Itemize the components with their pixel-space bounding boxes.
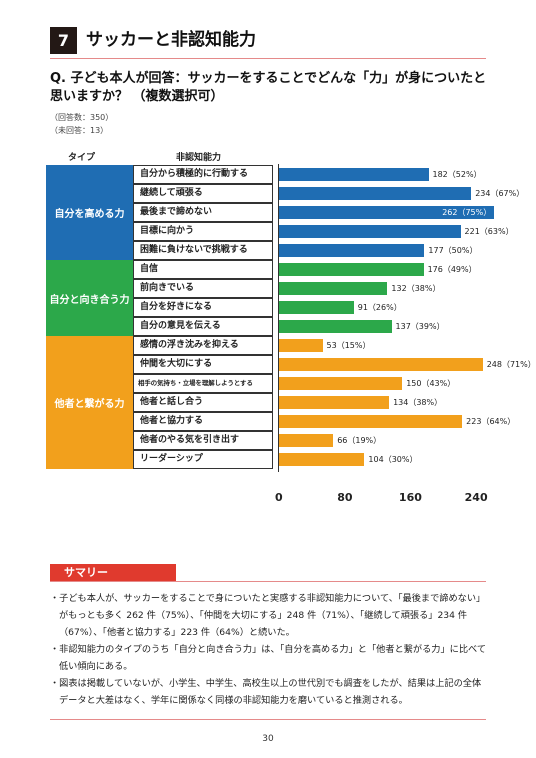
page-number: 30 — [262, 734, 274, 744]
type-group-label: 自分を高める力 — [46, 165, 133, 260]
bar-value-label: 134（38%） — [393, 398, 443, 407]
respondent-count: （回答数：350） — [50, 113, 114, 122]
x-axis-line — [278, 164, 279, 472]
summary-heading: サマリー — [50, 564, 176, 581]
bar — [279, 453, 365, 466]
bar-value-label: 182（52%） — [432, 170, 482, 179]
bar-value-label: 137（39%） — [395, 322, 445, 331]
bar-value-label: 53（15%） — [326, 341, 371, 350]
bar — [279, 168, 429, 181]
ability-label: 継続して頑張る — [133, 184, 273, 203]
ability-label: 自信 — [133, 260, 273, 279]
section-divider — [50, 58, 486, 59]
bar — [279, 225, 461, 238]
question-text: Q. 子ども本人が回答：サッカーをすることでどんな「力」が身についたと思いますか… — [50, 71, 487, 104]
bar — [279, 339, 323, 352]
ability-label: 自分の意見を伝える — [133, 317, 273, 336]
ability-label: 目標に向かう — [133, 222, 273, 241]
bar — [279, 434, 334, 447]
bar-value-label: 248（71%） — [486, 360, 536, 369]
bar — [279, 206, 495, 219]
no-answer-count: （未回答：13） — [50, 126, 109, 135]
summary-divider — [50, 581, 486, 582]
section-title: サッカーと非認知能力 — [86, 30, 256, 50]
bar-value-label: 223（64%） — [466, 417, 516, 426]
bar — [279, 377, 403, 390]
ability-label: 困難に負けないで挑戦する — [133, 241, 273, 260]
ability-label: 仲間を大切にする — [133, 355, 273, 374]
ability-label: 自分を好きになる — [133, 298, 273, 317]
type-group-label: 自分と向き合う力 — [46, 260, 133, 336]
bar — [279, 244, 425, 257]
x-tick-label: 0 — [275, 491, 283, 504]
summary-bullet: ・非認知能力のタイプのうち「自分と向き合う力」は、「自分を高める力」と「他者と繋… — [50, 644, 487, 672]
bar-value-label: 177（50%） — [428, 246, 478, 255]
ability-label: 感情の浮き沈みを抑える — [133, 336, 273, 355]
x-tick-label: 80 — [337, 491, 353, 504]
bar — [279, 263, 424, 276]
bar — [279, 415, 463, 428]
bar-value-label: 104（30%） — [368, 455, 418, 464]
ability-label: 他者と話し合う — [133, 393, 273, 412]
bar — [279, 301, 354, 314]
bar-value-label: 221（63%） — [464, 227, 514, 236]
type-group-label: 他者と繋がる力 — [46, 336, 133, 469]
ability-label: 最後まで諦めない — [133, 203, 273, 222]
bar — [279, 396, 390, 409]
type-header: タイプ — [68, 153, 96, 163]
x-tick-label: 160 — [398, 491, 422, 504]
ability-label: 相手の気持ち・立場を理解しようとする — [133, 374, 273, 393]
bar — [279, 320, 392, 333]
summary-bullet: ・図表は掲載していないが、小学生、中学生、高校生以上の世代別でも調査をしたが、結… — [50, 678, 482, 706]
ability-label: 他者のやる気を引き出す — [133, 431, 273, 450]
bar-value-label: 132（38%） — [391, 284, 441, 293]
bar-value-label: 91（26%） — [357, 303, 402, 312]
footer-divider — [50, 719, 486, 720]
section-number: 7 — [50, 27, 77, 54]
bar — [279, 358, 483, 371]
ability-label: 前向きでいる — [133, 279, 273, 298]
x-tick-label: 240 — [464, 491, 488, 504]
bar-value-label: 176（49%） — [427, 265, 477, 274]
ability-label: 他者と協力する — [133, 412, 273, 431]
summary-bullet: ・子ども本人が、サッカーをすることで身についたと実感する非認知能力について、「最… — [50, 593, 486, 638]
bar — [279, 282, 388, 295]
ability-label: 自分から積極的に行動する — [133, 165, 273, 184]
summary-body: ・子ども本人が、サッカーをすることで身についたと実感する非認知能力について、「最… — [50, 590, 490, 709]
bar-value-label: 66（19%） — [337, 436, 382, 445]
bar — [279, 187, 472, 200]
bar-value-label: 150（43%） — [406, 379, 456, 388]
bar-value-label: 262（75%） — [442, 208, 492, 217]
bar-value-label: 234（67%） — [475, 189, 525, 198]
ability-label: リーダーシップ — [133, 450, 273, 469]
ability-header: 非認知能力 — [176, 153, 222, 163]
